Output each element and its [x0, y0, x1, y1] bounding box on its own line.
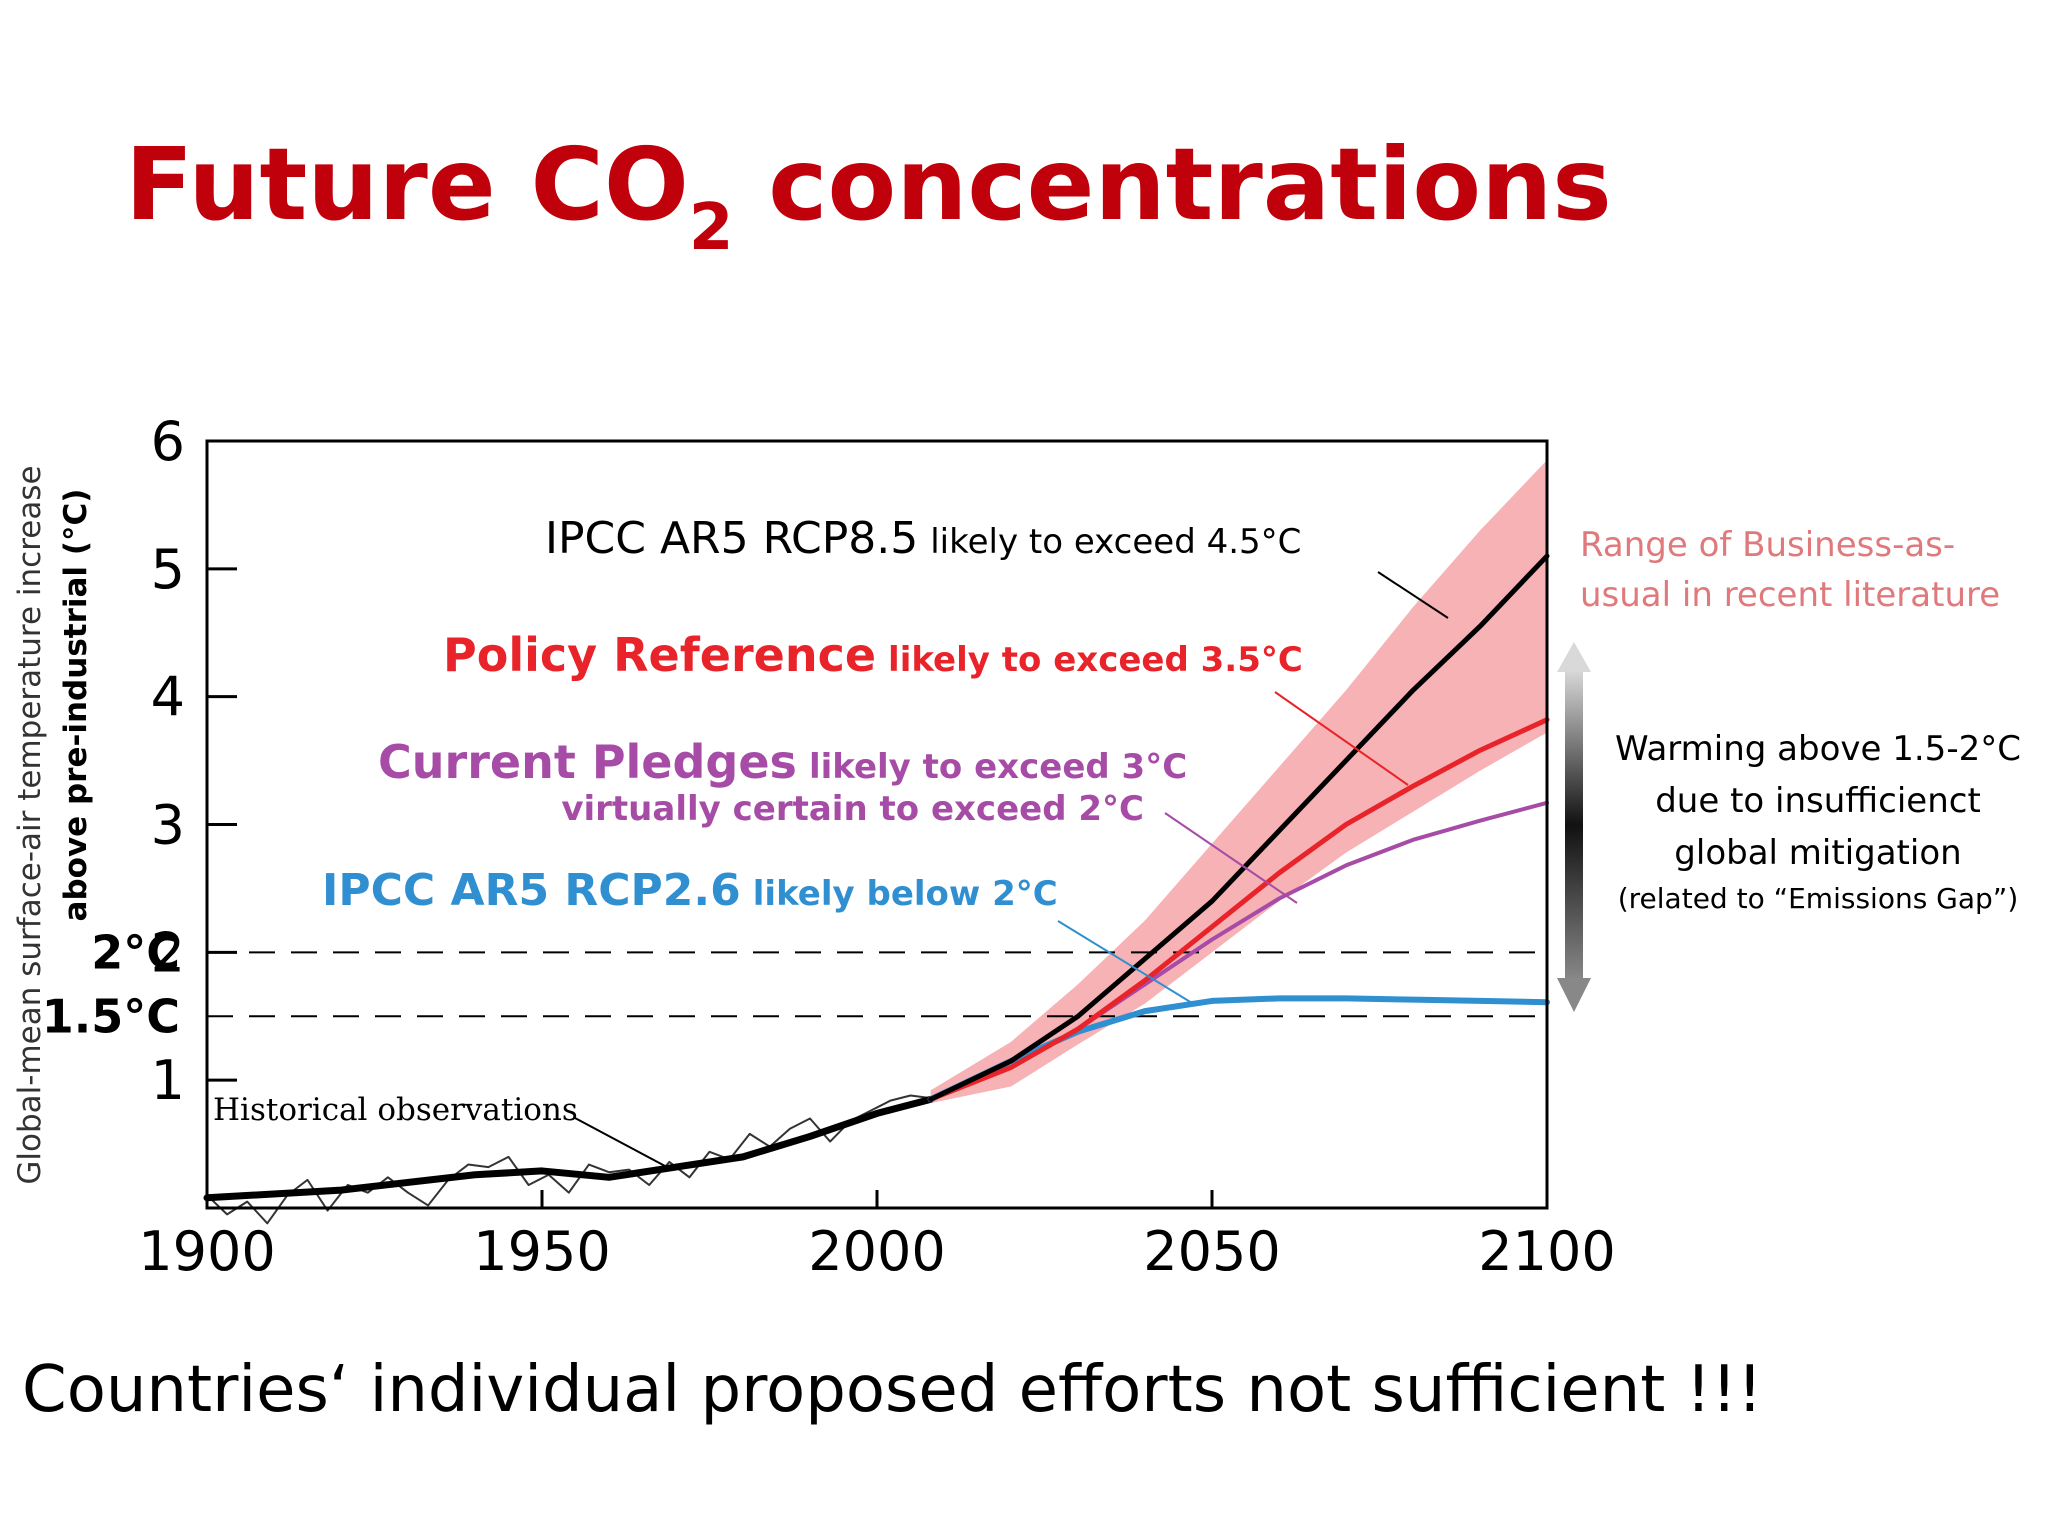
reference-line-label-0: 2°C — [91, 925, 180, 979]
y-tick-label-4: 4 — [151, 666, 185, 729]
rcp26-leader — [1057, 920, 1193, 1004]
x-tick-label-2050: 2050 — [1143, 1220, 1280, 1283]
rcp85-note: likely to exceed 4.5°C — [930, 522, 1301, 562]
pledges-annotation: Current Pledges likely to exceed 3°C — [378, 735, 1187, 789]
arrow-annotation-line3: global mitigation — [1674, 833, 1961, 873]
observations-label: Historical observations — [213, 1092, 578, 1128]
y-tick-label-3: 3 — [151, 794, 185, 857]
rcp26-note: likely below 2°C — [753, 874, 1058, 914]
policy-annotation: Policy Reference likely to exceed 3.5°C — [443, 628, 1303, 682]
title-text-rest: concentrations — [733, 126, 1612, 243]
policy-leader — [1274, 691, 1409, 786]
reference-lines: 2°C 1.5°C — [42, 925, 1547, 1043]
x-tick-label-1950: 1950 — [473, 1220, 610, 1283]
title-text: Future CO — [125, 126, 689, 243]
policy-label: Policy Reference — [443, 628, 876, 682]
bau-label-line1: Range of Business-as- — [1580, 525, 1955, 565]
series-layer — [203, 553, 1550, 1225]
pledges-note-2: virtually certain to exceed 2°C — [561, 789, 1144, 829]
warming-arrow — [1557, 642, 1591, 1012]
series-line-rcp85 — [928, 553, 1550, 1102]
pledges-note: likely to exceed 3°C — [809, 747, 1187, 787]
policy-note: likely to exceed 3.5°C — [888, 640, 1303, 680]
slide-footer: Countries‘ individual proposed efforts n… — [22, 1353, 1763, 1427]
axis-layer: 1900 1950 2000 2050 2100 1 2 3 4 5 6 — [138, 410, 1615, 1283]
reference-line-label-1: 1.5°C — [42, 989, 180, 1043]
pledges-leader — [1164, 812, 1298, 904]
title-subscript: 2 — [688, 191, 734, 265]
x-tick-label-2100: 2100 — [1478, 1220, 1615, 1283]
y-axis-label-line2: above pre-industrial (°C) — [58, 489, 94, 922]
y-axis-label-line1: Global-mean surface-air temperature incr… — [12, 465, 48, 1184]
x-tick-label-2000: 2000 — [808, 1220, 945, 1283]
rcp85-annotation: IPCC AR5 RCP8.5 likely to exceed 4.5°C — [545, 513, 1301, 564]
y-tick-label-1: 1 — [151, 1049, 185, 1112]
rcp26-label: IPCC AR5 RCP2.6 — [322, 865, 741, 916]
slide-title: Future CO2 concentrations — [125, 125, 1612, 265]
series-line-observations_trend — [203, 1095, 935, 1202]
bau-label-line2: usual in recent literature — [1580, 575, 2000, 615]
series-line-observations — [206, 1094, 932, 1225]
warming-arrow-head-down — [1557, 978, 1591, 1012]
series-line-policy — [928, 717, 1550, 1102]
pledges-label: Current Pledges — [378, 735, 797, 789]
warming-arrow-head-up — [1557, 642, 1591, 672]
arrow-annotation-line2: due to insufficienct — [1655, 781, 1981, 821]
warming-arrow-shaft — [1565, 670, 1583, 980]
arrow-annotation-line4: (related to “Emissions Gap”) — [1618, 882, 2019, 915]
x-tick-label-1900: 1900 — [138, 1220, 275, 1283]
rcp85-leader — [1377, 571, 1449, 619]
rcp26-annotation: IPCC AR5 RCP2.6 likely below 2°C — [322, 865, 1058, 916]
observations-leader — [574, 1117, 666, 1167]
y-tick-label-2: 2 — [151, 921, 185, 984]
y-tick-label-5: 5 — [151, 538, 185, 601]
rcp85-label: IPCC AR5 RCP8.5 — [545, 513, 918, 564]
arrow-annotation-line1: Warming above 1.5-2°C — [1615, 729, 2021, 769]
y-tick-label-6: 6 — [151, 410, 185, 473]
